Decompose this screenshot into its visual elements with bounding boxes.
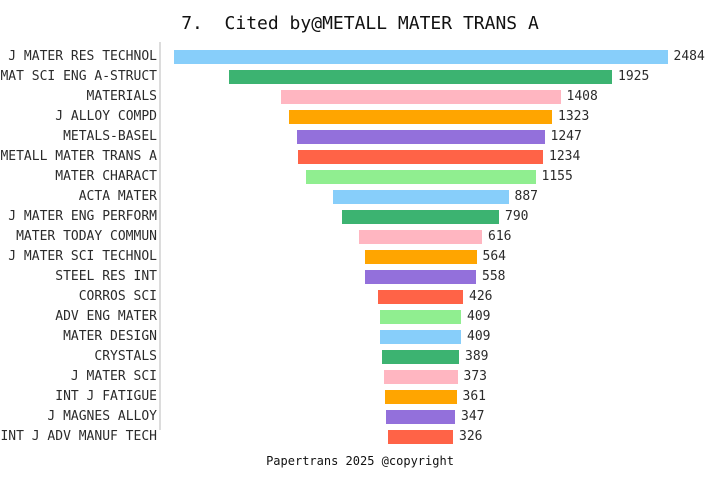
value-label: 373 <box>463 369 487 384</box>
funnel-bar <box>305 170 536 184</box>
value-label: 564 <box>482 249 506 264</box>
value-label: 887 <box>514 189 538 204</box>
funnel-bar <box>380 310 461 324</box>
category-label: MAT SCI ENG A-STRUCT <box>0 69 157 84</box>
value-label: 2484 <box>673 49 705 64</box>
funnel-bar <box>298 150 543 164</box>
funnel-bar <box>364 250 477 264</box>
category-label: MATER TODAY COMMUN <box>16 229 157 244</box>
funnel-bar <box>378 290 463 304</box>
category-label: J MATER RES TECHNOL <box>8 49 157 64</box>
chart-title: 7. Cited by@METALL MATER TRANS A <box>181 13 539 34</box>
category-label: J MATER ENG PERFORM <box>8 209 157 224</box>
funnel-bar <box>229 70 612 84</box>
category-label: INT J ADV MANUF TECH <box>0 429 157 444</box>
value-label: 1234 <box>549 149 581 164</box>
funnel-bar <box>382 350 459 364</box>
funnel-bar <box>388 430 453 444</box>
funnel-bar <box>359 230 482 244</box>
category-label: J ALLOY COMPD <box>55 109 157 124</box>
funnel-bar <box>289 110 552 124</box>
category-label: J MATER SCI TECHNOL <box>8 249 157 264</box>
funnel-bar <box>386 410 455 424</box>
footer-copyright: Papertrans 2025 @copyright <box>266 454 454 468</box>
category-label: J MAGNES ALLOY <box>47 409 157 424</box>
y-axis-spine <box>159 42 161 430</box>
category-label: STEEL RES INT <box>55 269 157 284</box>
value-label: 1323 <box>558 109 590 124</box>
category-label: METALL MATER TRANS A <box>0 149 157 164</box>
value-label: 1155 <box>541 169 573 184</box>
category-label: CORROS SCI <box>78 289 157 304</box>
funnel-bar <box>173 50 668 64</box>
value-label: 558 <box>482 269 506 284</box>
funnel-bar <box>332 190 509 204</box>
funnel-bar <box>342 210 499 224</box>
category-label: ACTA MATER <box>78 189 157 204</box>
funnel-bar <box>383 370 458 384</box>
category-label: ADV ENG MATER <box>55 309 157 324</box>
category-label: MATER CHARACT <box>55 169 157 184</box>
value-label: 409 <box>467 309 491 324</box>
value-label: 1925 <box>618 69 650 84</box>
category-label: INT J FATIGUE <box>55 389 157 404</box>
category-label: CRYSTALS <box>94 349 157 364</box>
category-label: MATERIALS <box>86 89 157 104</box>
value-label: 1247 <box>550 129 582 144</box>
value-label: 326 <box>459 429 483 444</box>
value-label: 389 <box>465 349 489 364</box>
value-label: 347 <box>461 409 485 424</box>
funnel-bar <box>365 270 476 284</box>
funnel-bar <box>280 90 561 104</box>
funnel-bar <box>384 390 457 404</box>
value-label: 426 <box>469 289 493 304</box>
funnel-bar <box>380 330 461 344</box>
value-label: 616 <box>488 229 512 244</box>
value-label: 409 <box>467 329 491 344</box>
funnel-bar <box>296 130 545 144</box>
value-label: 1408 <box>566 89 598 104</box>
category-label: MATER DESIGN <box>63 329 157 344</box>
category-label: J MATER SCI <box>70 369 157 384</box>
category-label: METALS-BASEL <box>63 129 157 144</box>
value-label: 361 <box>462 389 486 404</box>
value-label: 790 <box>505 209 529 224</box>
